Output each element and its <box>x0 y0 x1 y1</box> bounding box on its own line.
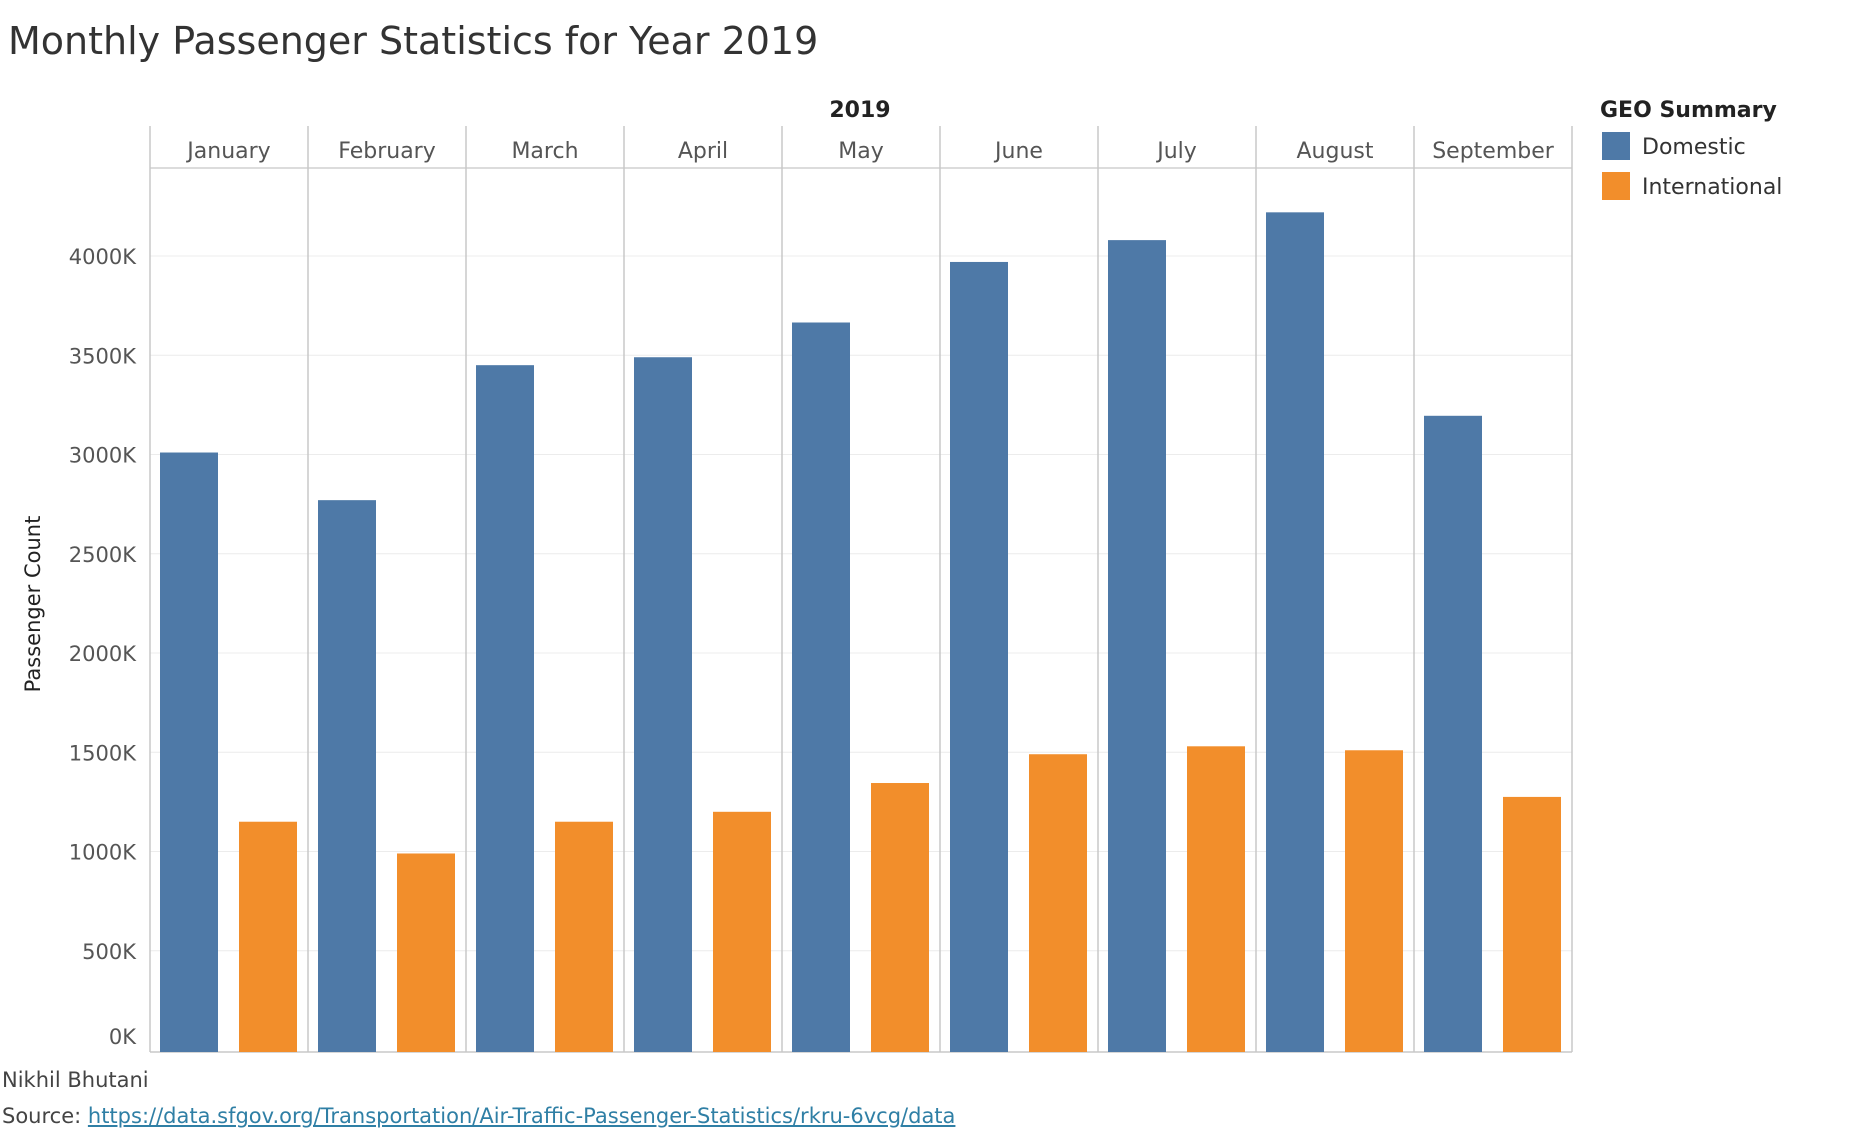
bar-international-september <box>1503 796 1561 1052</box>
chart-title: Monthly Passenger Statistics for Year 20… <box>8 19 818 63</box>
legend-swatch-international <box>1602 172 1630 200</box>
y-tick-label: 1000K <box>69 841 137 865</box>
y-axis-ticks: 0K 500K 1000K 1500K 2000K 2500K 3000K 3500K 4000… <box>69 245 137 1049</box>
month-header: May <box>838 139 883 164</box>
source-prefix: Source: <box>2 1104 88 1128</box>
bar-international-february <box>397 853 455 1052</box>
month-header: February <box>338 139 436 164</box>
bar-domestic-july <box>1108 240 1166 1052</box>
bar-international-april <box>713 811 771 1052</box>
bars <box>160 212 1561 1053</box>
month-header: June <box>993 139 1043 164</box>
bar-international-january <box>239 821 297 1052</box>
gridlines <box>150 255 1572 952</box>
y-tick-label: 500K <box>82 940 137 964</box>
source-line: Source: https://data.sfgov.org/Transport… <box>2 1104 955 1128</box>
bar-domestic-september <box>1424 415 1482 1053</box>
month-header: March <box>511 139 578 164</box>
y-tick-label: 1500K <box>69 741 137 765</box>
plot-frame <box>149 126 1573 1053</box>
month-header: January <box>185 139 270 164</box>
y-tick-label: 4000K <box>69 245 137 269</box>
month-header: August <box>1297 139 1374 164</box>
bar-international-june <box>1029 754 1087 1052</box>
y-tick-label: 0K <box>109 1025 137 1049</box>
bar-international-july <box>1187 746 1245 1052</box>
bar-domestic-february <box>318 500 376 1052</box>
bar-domestic-june <box>950 261 1008 1053</box>
source-link[interactable]: https://data.sfgov.org/Transportation/Ai… <box>87 1104 956 1128</box>
y-tick-label: 3000K <box>69 444 137 468</box>
month-header: April <box>678 139 728 164</box>
legend-swatch-domestic <box>1602 132 1630 160</box>
bar-domestic-august <box>1266 212 1324 1052</box>
y-tick-label: 2500K <box>69 543 137 567</box>
legend: GEO Summary Domestic International <box>1600 98 1782 200</box>
legend-title: GEO Summary <box>1600 98 1777 123</box>
bar-international-may <box>871 783 929 1052</box>
author-credit: Nikhil Bhutani <box>2 1068 149 1092</box>
month-header: July <box>1155 139 1197 164</box>
y-tick-label: 3500K <box>69 344 137 368</box>
month-headers: January February March April May June July Augu… <box>185 139 1554 164</box>
legend-label-domestic: Domestic <box>1642 135 1746 160</box>
y-tick-label: 2000K <box>69 642 137 666</box>
bar-domestic-may <box>792 322 850 1052</box>
bar-domestic-march <box>476 365 534 1052</box>
bar-domestic-april <box>634 357 692 1052</box>
bar-international-august <box>1345 750 1403 1052</box>
y-axis-label: Passenger Count <box>21 516 45 693</box>
legend-label-international: International <box>1642 175 1782 200</box>
month-header: September <box>1432 139 1555 164</box>
column-header-year: 2019 <box>829 98 890 123</box>
bar-domestic-january <box>160 452 218 1052</box>
bar-international-march <box>555 821 613 1052</box>
